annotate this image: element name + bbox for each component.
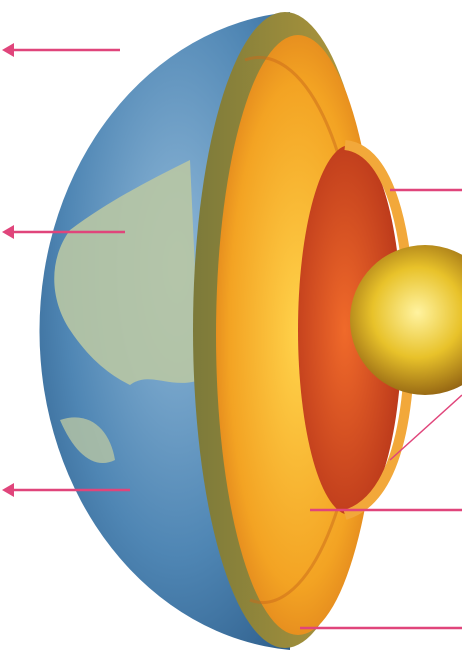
pointer-line — [389, 394, 462, 461]
arrowhead — [2, 225, 14, 239]
arrowhead — [2, 43, 14, 57]
pointers — [2, 43, 462, 630]
continent — [60, 417, 115, 464]
outer-core — [298, 145, 402, 515]
arrowhead — [2, 483, 14, 497]
inner-core — [350, 245, 462, 395]
continent — [54, 160, 200, 385]
